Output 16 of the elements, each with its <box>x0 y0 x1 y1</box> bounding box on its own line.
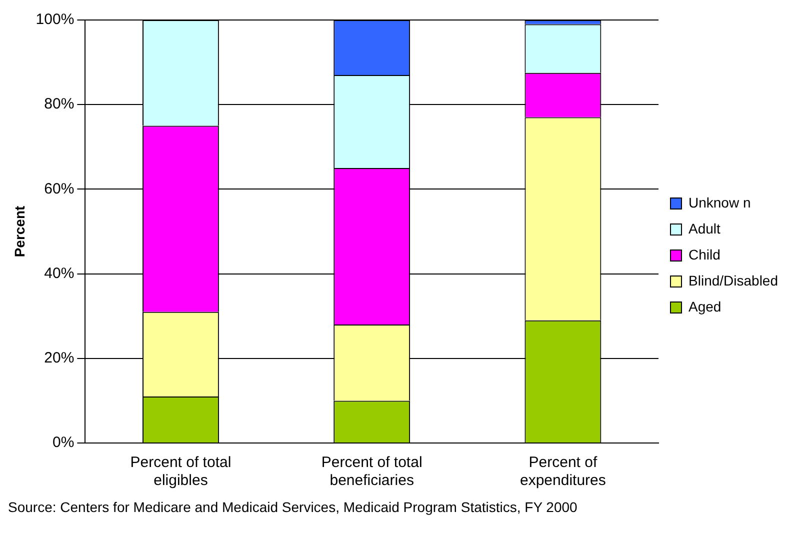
legend-label: Blind/Disabled <box>688 272 778 288</box>
y-tick-label: 20% <box>44 350 74 367</box>
y-tick-label: 60% <box>44 180 74 198</box>
y-tick-label: 0% <box>52 434 74 452</box>
x-tick-label: Percent of total eligibles <box>130 454 232 490</box>
y-tick-label: 40% <box>44 264 74 282</box>
legend-label: Adult <box>688 220 721 236</box>
x-tick-label: Percent of total beneficiaries <box>321 454 422 490</box>
legend-label: Child <box>688 246 720 262</box>
y-tick-label: 100% <box>36 11 74 28</box>
y-tick-label: 80% <box>44 96 74 113</box>
y-axis-title: Percent <box>11 205 28 258</box>
legend-label: Aged <box>688 298 722 314</box>
source-note: Source: Centers for Medicare and Medicaid Services, Medicaid Program Statistics, FY 2000 <box>8 499 578 515</box>
x-tick-label: Percent of expenditures <box>520 454 606 490</box>
legend-label: Unknow n <box>688 194 751 210</box>
